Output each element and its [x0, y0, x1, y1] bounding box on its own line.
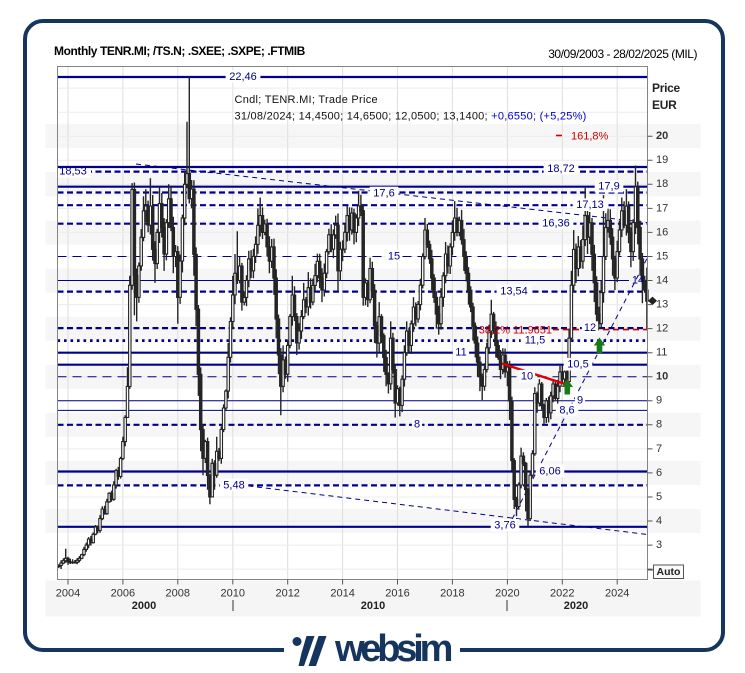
svg-text:18,53: 18,53	[59, 165, 87, 177]
svg-text:2018: 2018	[440, 587, 464, 599]
svg-text:11,5: 11,5	[525, 335, 546, 347]
svg-text:2016: 2016	[385, 587, 409, 599]
svg-text:5,48: 5,48	[223, 479, 244, 491]
svg-text:38,2% 11,9651: 38,2% 11,9651	[479, 324, 552, 336]
svg-text:8: 8	[656, 419, 662, 431]
svg-text:Price: Price	[652, 81, 680, 95]
svg-text:14: 14	[632, 274, 644, 286]
svg-text:10: 10	[521, 371, 533, 383]
svg-text:16: 16	[656, 226, 668, 238]
svg-text:31/08/2024; 14,4500; 14,6500;: 31/08/2024; 14,4500; 14,6500; 12,0500; 1…	[235, 111, 587, 123]
svg-text:20: 20	[656, 130, 668, 142]
svg-text:17: 17	[656, 202, 668, 214]
svg-text:6,06: 6,06	[539, 465, 560, 477]
svg-text:15: 15	[388, 250, 400, 262]
svg-text:2020: 2020	[495, 587, 519, 599]
svg-text:12: 12	[584, 322, 596, 334]
svg-text:6: 6	[656, 467, 662, 479]
svg-text:3,76: 3,76	[494, 520, 515, 532]
svg-text:2022: 2022	[550, 587, 574, 599]
svg-text:11: 11	[455, 347, 466, 359]
svg-text:5: 5	[656, 491, 662, 503]
svg-text:161,8%: 161,8%	[571, 130, 609, 142]
svg-text:2012: 2012	[275, 587, 299, 599]
svg-text:16,36: 16,36	[542, 218, 570, 230]
svg-text:9: 9	[577, 395, 583, 407]
svg-text:2008: 2008	[166, 587, 190, 599]
svg-text:2006: 2006	[111, 587, 135, 599]
svg-text:18,72: 18,72	[547, 163, 575, 175]
svg-text:10,5: 10,5	[567, 359, 588, 371]
svg-text:17,13: 17,13	[576, 199, 604, 211]
svg-text:4: 4	[656, 515, 662, 527]
svg-text:13: 13	[656, 299, 668, 311]
svg-text:14: 14	[656, 274, 668, 286]
svg-text:2020: 2020	[564, 600, 588, 612]
svg-text:2010: 2010	[361, 600, 385, 612]
svg-text:Auto: Auto	[657, 566, 681, 578]
svg-text:8: 8	[414, 419, 420, 431]
svg-text:7: 7	[656, 443, 662, 455]
svg-text:9: 9	[656, 395, 662, 407]
svg-text:EUR: EUR	[652, 98, 677, 112]
svg-text:8,6: 8,6	[559, 404, 574, 416]
svg-text:22,46: 22,46	[229, 71, 257, 83]
svg-text:2014: 2014	[330, 587, 354, 599]
svg-text:3: 3	[656, 539, 662, 551]
svg-text:17,6: 17,6	[373, 187, 394, 199]
svg-text:10: 10	[656, 371, 668, 383]
svg-text:19: 19	[656, 154, 668, 166]
svg-text:18: 18	[656, 178, 668, 190]
svg-text:2004: 2004	[56, 587, 80, 599]
svg-text:11: 11	[656, 347, 667, 359]
svg-text:2000: 2000	[132, 600, 156, 612]
svg-text:15: 15	[656, 250, 668, 262]
svg-text:13,54: 13,54	[500, 285, 528, 297]
svg-text:2024: 2024	[605, 587, 629, 599]
svg-text:Cndl; TENR.MI; Trade Price: Cndl; TENR.MI; Trade Price	[235, 94, 378, 106]
svg-text:12: 12	[656, 323, 668, 335]
svg-text:2010: 2010	[221, 587, 245, 599]
svg-text:17,9: 17,9	[598, 181, 619, 193]
